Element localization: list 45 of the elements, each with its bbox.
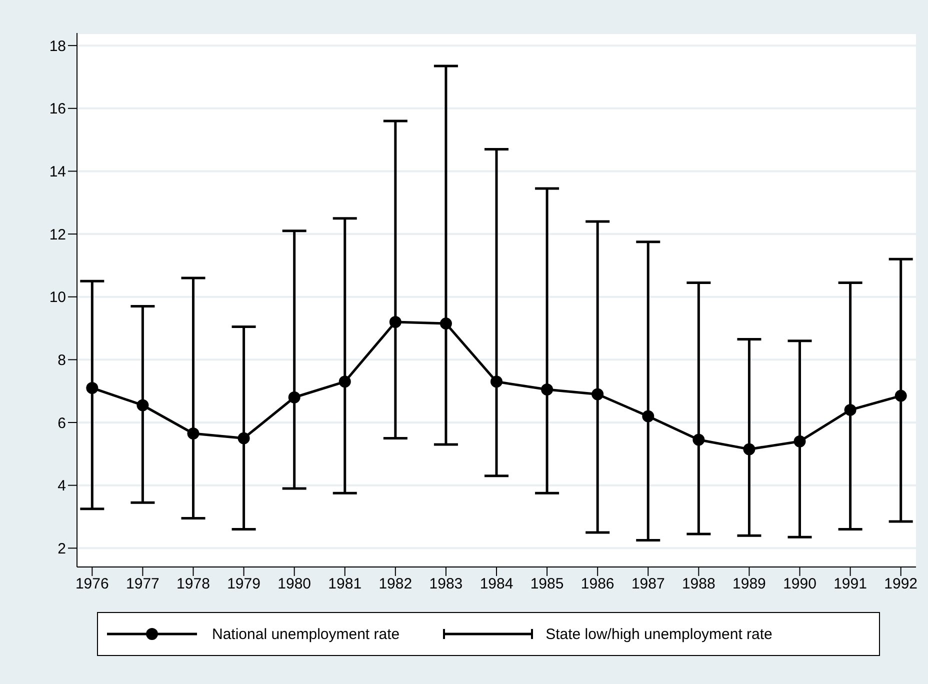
point xyxy=(136,399,149,412)
x-tick-label: 1990 xyxy=(783,576,816,593)
point xyxy=(894,390,907,402)
y-tick-label: 14 xyxy=(49,164,66,181)
x-tick-label: 1992 xyxy=(884,576,918,593)
point xyxy=(86,382,98,394)
point xyxy=(338,376,351,388)
point xyxy=(692,434,705,446)
x-tick-label: 1986 xyxy=(580,576,614,593)
point xyxy=(642,410,654,422)
x-tick-label: 1987 xyxy=(631,576,665,593)
text: State low/high unemployment rate xyxy=(546,626,772,642)
x-tick-label: 1978 xyxy=(176,576,210,593)
point xyxy=(389,316,402,328)
point xyxy=(238,432,250,444)
x-tick-label: 1984 xyxy=(480,576,514,593)
point xyxy=(187,428,200,440)
x-tick-label: 1991 xyxy=(834,576,867,593)
x-tick-label: 1981 xyxy=(328,576,362,593)
y-tick-label: 18 xyxy=(49,38,66,55)
x-tick-label: 1979 xyxy=(227,576,260,593)
y-tick-label: 16 xyxy=(49,100,66,118)
y-tick-label: 8 xyxy=(58,352,66,370)
x-tick-label: 1980 xyxy=(278,576,312,593)
y-tick-label: 10 xyxy=(49,289,66,306)
x-tick-label: 1977 xyxy=(126,576,160,593)
x-tick-label: 1989 xyxy=(732,576,766,593)
x-tick-label: 1976 xyxy=(75,576,109,593)
point xyxy=(743,443,756,456)
text: National unemployment rate xyxy=(212,626,400,642)
y-tick-label: 12 xyxy=(49,226,66,244)
y-tick-label: 6 xyxy=(58,414,66,432)
point xyxy=(541,384,554,396)
x-tick-label: 1982 xyxy=(378,576,412,593)
x-tick-label: 1983 xyxy=(429,576,463,593)
point xyxy=(592,388,604,400)
y-tick-label: 4 xyxy=(58,478,66,495)
x-tick-label: 1988 xyxy=(682,576,716,593)
y-tick-label: 2 xyxy=(58,540,66,558)
point xyxy=(490,376,502,388)
point xyxy=(440,318,452,330)
x-tick-label: 1985 xyxy=(530,576,564,593)
point xyxy=(288,391,300,404)
point xyxy=(794,435,806,448)
point xyxy=(844,404,856,416)
